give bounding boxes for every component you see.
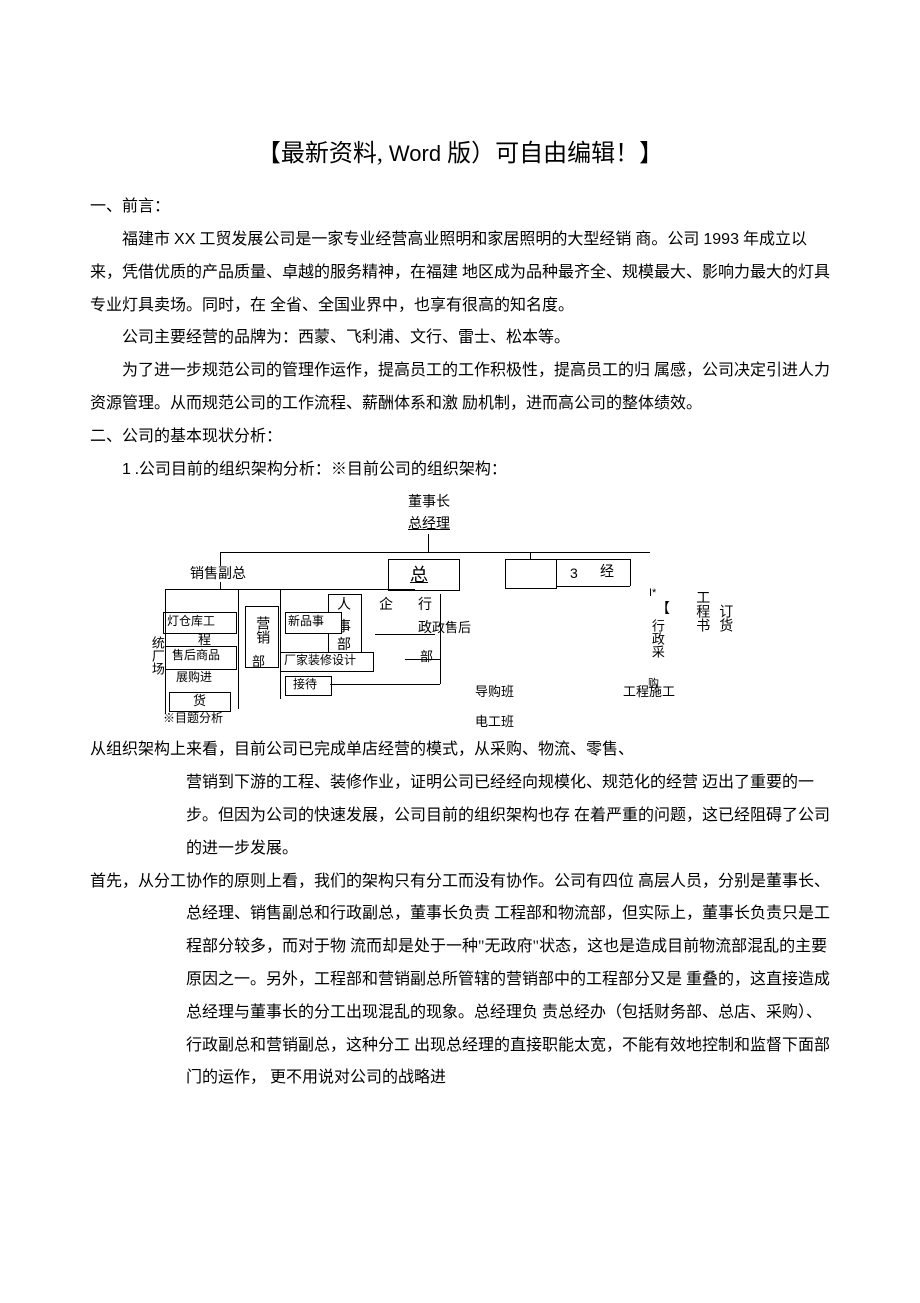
- document-page: 【最新资料, Word 版）可自由编辑！】 一、前言： 福建市 XX 工贸发展公…: [0, 0, 920, 1155]
- oc-hline-m3: [330, 684, 440, 685]
- oc-huo: 货: [193, 693, 206, 710]
- oc-vline-sv2: [220, 582, 221, 589]
- oc-zhuangxiu: 厂家装修设计: [284, 653, 356, 669]
- oc-yingxiao-bu: 部: [252, 654, 265, 671]
- oc-vline-rb: [530, 552, 531, 559]
- oc-hline-right: [557, 559, 630, 560]
- oc-vline-left: [165, 589, 166, 714]
- oc-box-empty: [505, 559, 557, 589]
- oc-chairman: 董事长: [408, 494, 450, 512]
- oc-gm: 总经理: [408, 516, 450, 534]
- oc-vline-top: [428, 534, 429, 552]
- oc-xingzheng-cai: 行政采: [648, 619, 665, 658]
- oc-jing: 经: [600, 564, 614, 582]
- org-chart: 董事长 总经理 销售副总 总 3 经 I* 人 事 部 企 行 政 政售后 【 …: [90, 494, 830, 784]
- oc-qi: 企: [379, 597, 393, 615]
- section-1-para-3: 为了进一步规范公司的管理作运作，提高员工的工作积极性，提高员工的归 属感，公司决…: [90, 355, 830, 421]
- oc-three: 3: [570, 564, 578, 582]
- section-1-heading: 一、前言：: [90, 191, 830, 224]
- oc-hline-right2: [557, 586, 630, 587]
- oc-gongcheng-shu: 工程书: [692, 590, 710, 632]
- oc-yingxiao: 营销: [252, 616, 270, 644]
- oc-bu2: 部: [420, 649, 433, 666]
- section-2-para-1: 1 .公司目前的组织架构分析：※目前公司的组织架构：: [90, 454, 830, 487]
- oc-sales-vp: 销售副总: [190, 566, 246, 584]
- title-text: 【最新资料, Word 版）可自由编辑！】: [257, 141, 663, 167]
- oc-shouhou-label: 政售后: [432, 620, 471, 637]
- oc-hline-m2: [375, 634, 435, 635]
- analysis-para-3: 首先，从分工协作的原则上看，我们的架构只有分工而没有协作。公司有四位 高层人员，…: [90, 866, 830, 1096]
- section-1-para-1: 福建市 XX 工贸发展公司是一家专业经营高业照明和家居照明的大型经销 商。公司 …: [90, 224, 830, 322]
- oc-diangong: 电工班: [475, 714, 514, 731]
- oc-hline-m4: [405, 659, 440, 660]
- oc-daogou: 导购班: [475, 684, 514, 701]
- section-2-heading: 二、公司的基本现状分析：: [90, 421, 830, 454]
- oc-vline-salesvp: [220, 552, 221, 566]
- oc-xinpin: 新品事: [288, 614, 324, 630]
- oc-vline-l3: [280, 589, 281, 699]
- oc-zong: 总: [410, 564, 428, 587]
- oc-hline-top: [220, 552, 650, 553]
- oc-b1: 灯仓库工: [167, 614, 215, 630]
- section-1-para-2: 公司主要经营的品牌为：西蒙、飞利浦、文行、雷士、松本等。: [90, 322, 830, 355]
- oc-mutifenxi: ※目题分析: [163, 711, 223, 727]
- oc-shouhou-shangpin: 售后商品: [172, 648, 220, 664]
- oc-zheng: 政: [418, 620, 432, 638]
- oc-jiedai: 接待: [293, 677, 317, 693]
- oc-zhangou: 展购进: [176, 670, 212, 686]
- oc-hline-mid: [165, 589, 415, 590]
- oc-xing: 行: [418, 597, 432, 615]
- oc-vline-m1: [440, 594, 441, 684]
- oc-tongchang: 统厂场: [148, 636, 165, 675]
- oc-star: I*: [649, 586, 656, 600]
- oc-dinghuo: 订货: [715, 604, 733, 632]
- doc-title: 【最新资料, Word 版）可自由编辑！】: [90, 130, 830, 179]
- oc-gongchengshigong: 工程施工: [623, 684, 675, 701]
- oc-vline-l2: [238, 589, 239, 709]
- oc-bracket: 【: [656, 601, 670, 619]
- oc-vline-right: [630, 559, 631, 586]
